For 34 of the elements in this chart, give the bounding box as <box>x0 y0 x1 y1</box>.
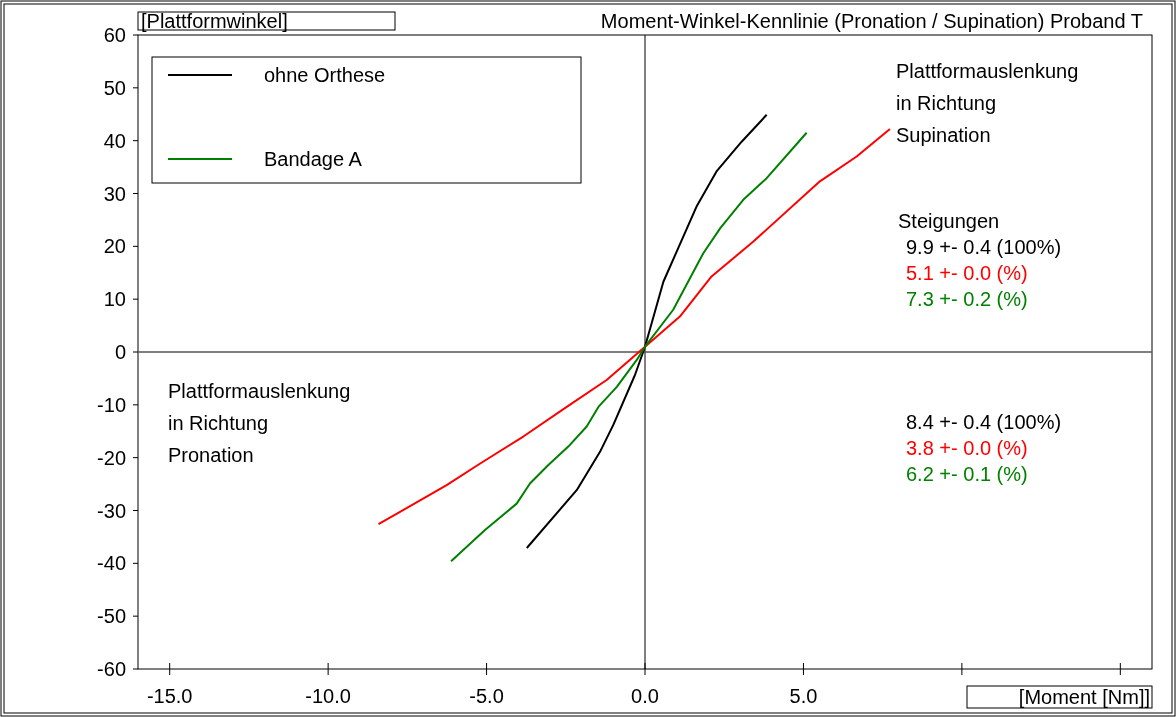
y-tick-label: -40 <box>97 552 126 575</box>
annotation: 9.9 +- 0.4 (100%) <box>906 236 1062 258</box>
y-axis-title: [Plattformwinkel] <box>141 10 288 32</box>
y-tick-label: -30 <box>97 499 126 522</box>
y-tick-label: 10 <box>103 288 126 311</box>
y-tick-label: -10 <box>97 393 126 416</box>
annotation: Plattformauslenkung in Richtung Pronation <box>168 380 351 466</box>
chart-title: Moment-Winkel-Kennlinie (Pronation / Supination) Proband T <box>600 10 1143 32</box>
x-tick-label: 5.0 <box>789 685 818 707</box>
x-axis-title: [Moment [Nm]] <box>1018 686 1150 708</box>
y-tick-label: 40 <box>103 129 126 152</box>
x-tick-label: 0.0 <box>631 685 659 707</box>
x-tick-label: -15.0 <box>146 685 193 707</box>
x-tick-label: -5.0 <box>469 685 504 707</box>
annotation: 8.4 +- 0.4 (100%) <box>906 411 1062 433</box>
y-tick-label: -20 <box>97 446 126 469</box>
annotation: Plattformauslenkung in Richtung Supination <box>896 60 1079 146</box>
y-tick-label: -60 <box>97 658 126 680</box>
line-series <box>377 128 891 526</box>
legend-label: ohne Orthese <box>264 64 386 86</box>
line-series <box>450 131 808 563</box>
y-tick-label: -50 <box>97 605 126 628</box>
x-tick-label: -10.0 <box>305 685 351 707</box>
annotation: 7.3 +- 0.2 (%) <box>906 288 1028 310</box>
y-tick-label: 50 <box>103 76 126 99</box>
y-tick-label: 30 <box>103 182 126 205</box>
annotation: 6.2 +- 0.1 (%) <box>906 463 1028 485</box>
legend-label: Bandage A <box>264 148 363 170</box>
annotation: Steigungen <box>898 210 1000 232</box>
y-tick-label: 60 <box>103 24 126 46</box>
y-tick-label: 20 <box>103 235 126 258</box>
annotation: 3.8 +- 0.0 (%) <box>906 437 1028 459</box>
annotation: 5.1 +- 0.0 (%) <box>906 262 1028 284</box>
y-tick-label: 0 <box>114 341 126 363</box>
